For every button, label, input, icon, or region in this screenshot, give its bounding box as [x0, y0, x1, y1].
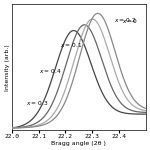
Text: $x =\,0.3$: $x =\,0.3$ [26, 99, 49, 107]
Text: $x =\,0.1$: $x =\,0.1$ [60, 41, 82, 50]
Text: $x =\,0.4$: $x =\,0.4$ [39, 67, 61, 75]
Text: $x =\,0.2$: $x =\,0.2$ [114, 16, 136, 24]
Y-axis label: Intensity (arb.): Intensity (arb.) [5, 44, 10, 91]
X-axis label: Bragg angle (2θ ): Bragg angle (2θ ) [51, 141, 106, 146]
Text: $x=0$: $x=0$ [122, 17, 138, 25]
